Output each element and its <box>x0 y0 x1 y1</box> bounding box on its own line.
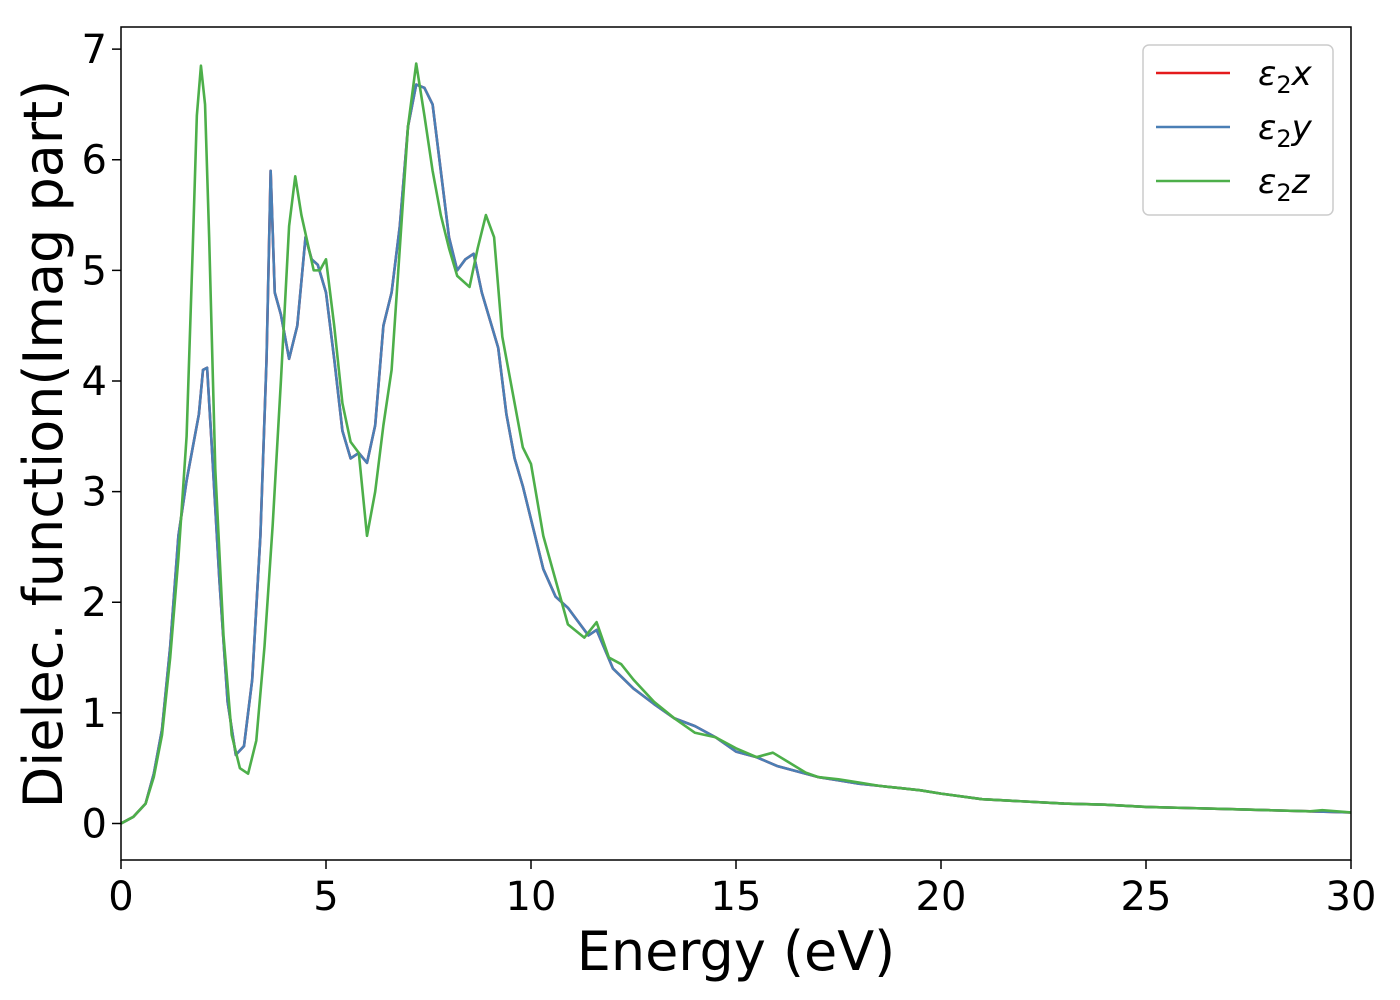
legend-box <box>1142 44 1334 216</box>
x-tick-label: 15 <box>711 874 762 920</box>
series-line-z <box>121 62 1351 825</box>
y-tick-label: 3 <box>82 470 107 516</box>
y-tick-label: 6 <box>82 138 107 184</box>
x-tick-label: 5 <box>313 874 338 920</box>
x-tick-label: 0 <box>108 874 133 920</box>
legend-label-z: ε2z <box>1258 162 1311 207</box>
x-axis-title: Energy (eV) <box>577 920 896 983</box>
y-tick-label: 5 <box>82 248 107 294</box>
y-tick-label: 1 <box>82 691 107 737</box>
x-tick-label: 25 <box>1121 874 1172 920</box>
y-tick-label: 7 <box>82 27 107 73</box>
series-layer <box>121 62 1351 825</box>
x-axis: 0 5 10 15 20 25 30 <box>108 860 1376 920</box>
legend-label-y: ε2y <box>1258 108 1313 153</box>
y-axis-title: Dielec. function(Imag part) <box>12 80 75 809</box>
x-tick-label: 10 <box>506 874 557 920</box>
y-tick-label: 2 <box>82 580 107 626</box>
y-axis: 0 1 2 3 4 5 6 7 <box>82 27 121 847</box>
y-tick-label: 4 <box>82 359 107 405</box>
legend-label-x: ε2x <box>1258 54 1313 99</box>
x-tick-label: 30 <box>1326 874 1377 920</box>
y-tick-label: 0 <box>82 801 107 847</box>
x-tick-label: 20 <box>916 874 967 920</box>
legend: ε2x ε2y ε2z <box>1142 44 1334 216</box>
